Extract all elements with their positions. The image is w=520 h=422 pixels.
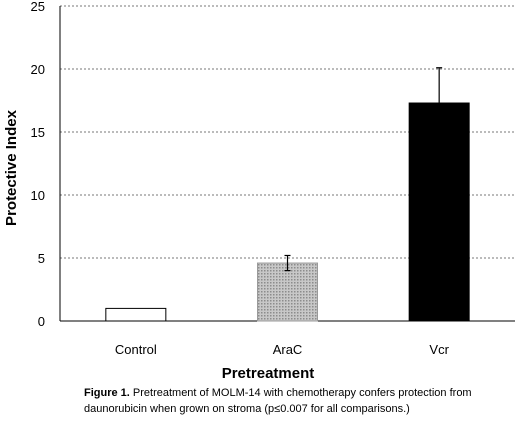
y-tick-label: 0 bbox=[38, 314, 45, 329]
y-axis-title: Protective Index bbox=[3, 109, 20, 226]
bar-control bbox=[105, 307, 167, 322]
x-tick-label-vcr: Vcr bbox=[429, 342, 449, 357]
figure-caption: Figure 1. Pretreatment of MOLM-14 with c… bbox=[84, 385, 514, 417]
y-tick-label: 5 bbox=[38, 251, 45, 266]
caption-text: Pretreatment of MOLM-14 with chemotherap… bbox=[84, 387, 472, 415]
x-tick-label-control: Control bbox=[115, 342, 157, 357]
x-axis-title: Pretreatment bbox=[222, 365, 315, 382]
bar-arac bbox=[257, 262, 318, 322]
caption-label: Figure 1. bbox=[84, 387, 130, 399]
y-tick-label: 10 bbox=[31, 188, 45, 203]
labels: 0 5 10 15 20 25 Control AraC Vcr bbox=[31, 0, 450, 357]
y-tick-label: 20 bbox=[31, 62, 45, 77]
x-tick-label-arac: AraC bbox=[273, 342, 303, 357]
y-tick-label: 15 bbox=[31, 125, 45, 140]
y-tick-label: 25 bbox=[31, 0, 45, 14]
bars bbox=[105, 67, 470, 322]
bar-vcr bbox=[408, 102, 470, 322]
